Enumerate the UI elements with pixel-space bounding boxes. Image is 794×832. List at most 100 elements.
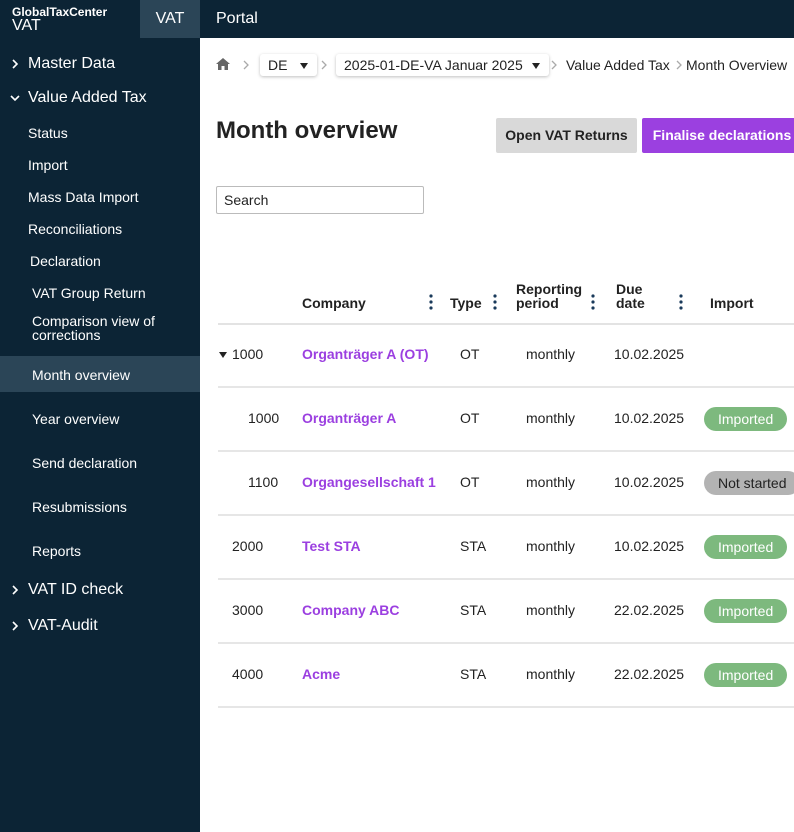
- nav-subitem[interactable]: Month overview: [32, 367, 131, 383]
- nav-item[interactable]: Master Data: [28, 55, 116, 72]
- dropdown-icon: [531, 63, 540, 69]
- cell-id: 4000: [232, 666, 264, 682]
- period: 2025-01-DE-VA Januar 2025: [344, 57, 523, 73]
- status-badge: Imported: [704, 535, 788, 559]
- row-divider: [218, 578, 794, 580]
- company-link[interactable]: Organgesellschaft 1: [302, 474, 436, 490]
- top-bar: GlobalTaxCenter VAT VAT Portal: [0, 0, 794, 38]
- cell-period: monthly: [526, 410, 576, 426]
- column-menu[interactable]: [493, 294, 497, 310]
- row-divider: [218, 450, 794, 452]
- column-menu[interactable]: [591, 294, 595, 310]
- cell-type: OT: [460, 474, 480, 490]
- chevron-icon: [12, 585, 19, 595]
- separator: [676, 60, 682, 70]
- row-divider: [218, 706, 794, 708]
- separator: [321, 60, 327, 70]
- chevron-icon: [12, 621, 19, 631]
- country-select[interactable]: DE: [260, 54, 318, 76]
- search-input[interactable]: Search: [216, 186, 424, 214]
- cell-due: 22.02.2025: [614, 666, 685, 682]
- cell-due: 10.02.2025: [614, 346, 685, 362]
- chevron-icon: [12, 59, 19, 69]
- cell-period: monthly: [526, 666, 576, 682]
- cell-period: monthly: [526, 474, 576, 490]
- cell-period: monthly: [526, 538, 576, 554]
- brand: GlobalTaxCenter: [12, 5, 108, 19]
- nav-tab[interactable]: Portal: [216, 10, 258, 27]
- column-header: Import: [710, 295, 754, 311]
- separator: [551, 60, 557, 70]
- column-header: Type: [450, 295, 482, 311]
- nav-tab[interactable]: VAT: [140, 0, 200, 38]
- button[interactable]: Finalise declarations: [642, 118, 794, 153]
- cell-period: monthly: [526, 346, 576, 362]
- cell-type: OT: [460, 410, 480, 426]
- nav-subitem[interactable]: Declaration: [30, 253, 101, 269]
- company-link[interactable]: Test STA: [302, 538, 361, 554]
- cell-type: OT: [460, 346, 480, 362]
- breadcrumb-item: Month Overview: [686, 57, 788, 73]
- column-header: Company: [302, 295, 366, 311]
- sidebar: Master Data Value Added Tax Status Import Ma…: [0, 38, 200, 832]
- header-divider: [218, 323, 794, 325]
- nav-item[interactable]: VAT ID check: [28, 581, 124, 598]
- company-link[interactable]: Company ABC: [302, 602, 400, 618]
- cell-due: 10.02.2025: [614, 474, 685, 490]
- chevron-icon: [10, 95, 20, 102]
- nav-subitem[interactable]: Year overview: [32, 411, 120, 427]
- cell-id: 3000: [232, 602, 264, 618]
- period-select[interactable]: 2025-01-DE-VA Januar 2025: [336, 54, 549, 76]
- nav-subitem[interactable]: VAT Group Return: [32, 285, 146, 301]
- search-placeholder: Search: [224, 192, 269, 208]
- row-divider: [218, 514, 794, 516]
- breadcrumb-item[interactable]: Value Added Tax: [566, 57, 670, 73]
- cell-type: STA: [460, 666, 487, 682]
- nav-subitem[interactable]: Status: [28, 125, 68, 141]
- nav-subitem[interactable]: Resubmissions: [32, 499, 127, 515]
- cell-period: monthly: [526, 602, 576, 618]
- status-badge: Not started: [704, 471, 794, 495]
- column-menu[interactable]: [429, 294, 433, 310]
- cell-id: 1000: [248, 410, 280, 426]
- status-badge: Imported: [704, 663, 788, 687]
- nav-subitem[interactable]: Send declaration: [32, 455, 138, 471]
- product: VAT: [12, 17, 41, 34]
- active-highlight: [0, 356, 200, 392]
- column-header: Reporting period: [516, 281, 583, 311]
- company-link[interactable]: Organträger A: [302, 410, 397, 426]
- nav-subitem[interactable]: Reconciliations: [28, 221, 123, 237]
- cell-type: STA: [460, 602, 487, 618]
- company-link[interactable]: Organträger A (OT): [302, 346, 429, 362]
- nav-item[interactable]: VAT-Audit: [28, 617, 98, 634]
- status-badge: Imported: [704, 599, 788, 623]
- column-header: Due date: [616, 281, 645, 311]
- cell-id: 1000: [232, 346, 264, 362]
- separator: [243, 60, 249, 70]
- cell-id: 1100: [248, 474, 279, 490]
- cell-id: 2000: [232, 538, 264, 554]
- home-icon[interactable]: [215, 56, 231, 72]
- nav-subitem[interactable]: Comparison view of corrections: [32, 313, 155, 343]
- nav-subitem[interactable]: Mass Data Import: [28, 189, 139, 205]
- page-title: Month overview: [216, 117, 398, 144]
- country: DE: [268, 57, 288, 73]
- nav-subitem[interactable]: Reports: [32, 543, 82, 559]
- company-link[interactable]: Acme: [302, 666, 341, 682]
- column-menu[interactable]: [679, 294, 683, 310]
- cell-due: 22.02.2025: [614, 602, 685, 618]
- expand-toggle[interactable]: [219, 351, 227, 359]
- row-divider: [218, 386, 794, 388]
- button[interactable]: Open VAT Returns: [496, 118, 637, 153]
- row-divider: [218, 642, 794, 644]
- nav-subitem[interactable]: Import: [28, 157, 68, 173]
- cell-due: 10.02.2025: [614, 538, 685, 554]
- dropdown-icon: [300, 63, 309, 69]
- cell-due: 10.02.2025: [614, 410, 685, 426]
- nav-item[interactable]: Value Added Tax: [28, 89, 147, 106]
- main: DE 2025-01-DE-VA Januar 2025 Value Added…: [200, 38, 794, 832]
- cell-type: STA: [460, 538, 487, 554]
- table: Company Type Reporting period Due date Impor…: [218, 238, 794, 708]
- status-badge: Imported: [704, 407, 788, 431]
